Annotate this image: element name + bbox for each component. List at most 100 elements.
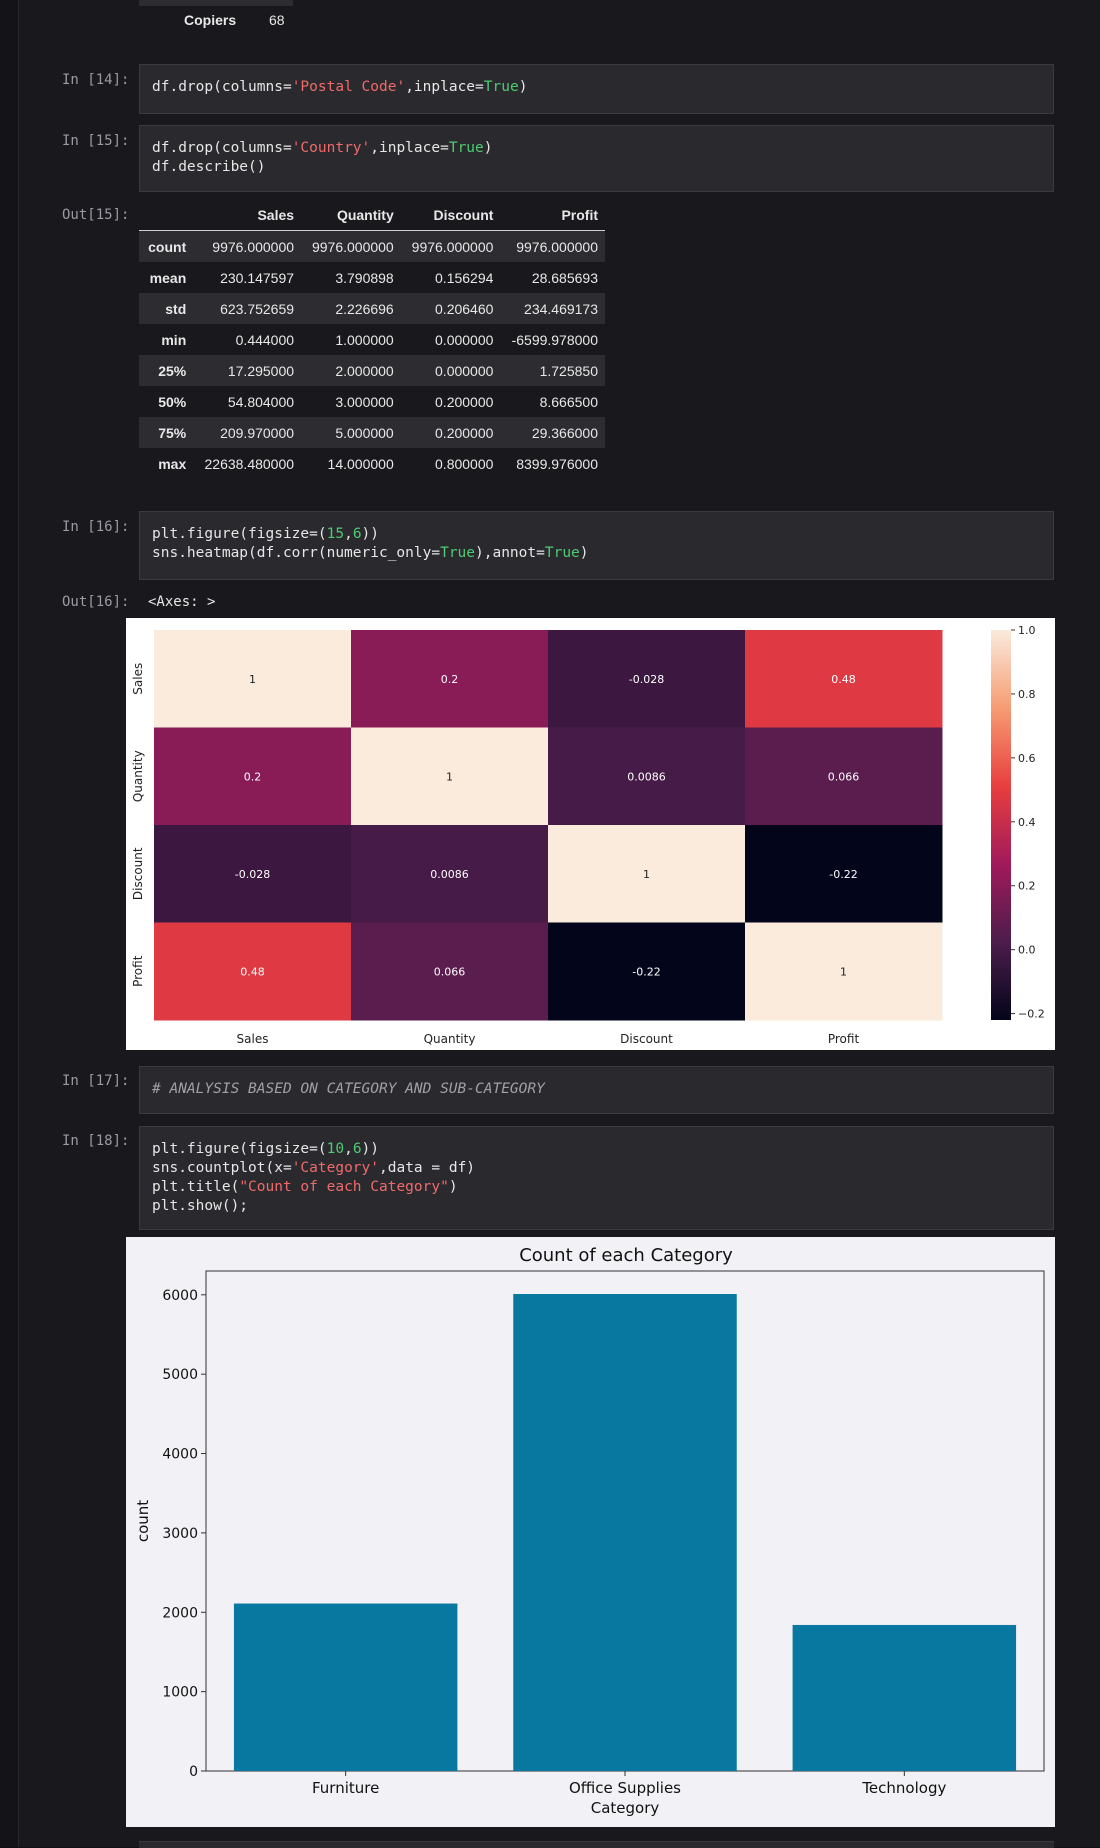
heatmap-cell: [154, 630, 352, 728]
table-cell: 0.200000: [435, 424, 494, 441]
table-cell: 9976.000000: [212, 238, 295, 255]
markdown-cell-17[interactable]: # ANALYSIS BASED ON CATEGORY AND SUB-CAT…: [139, 1066, 1054, 1114]
heatmap-annotation: -0.22: [632, 965, 660, 978]
heatmap-annotation: 0.066: [434, 965, 466, 978]
heatmap-annotation: 0.2: [441, 673, 459, 686]
output-text: <Axes: >: [148, 594, 216, 610]
heatmap-cell: [548, 727, 746, 826]
table-cell: 0.206460: [435, 300, 494, 317]
heatmap-annotation: 0.2: [244, 770, 262, 783]
x-tick-label: Discount: [620, 1032, 673, 1046]
y-tick-label: Profit: [131, 955, 145, 987]
table-cell: 1.000000: [335, 331, 394, 348]
chart-title: Count of each Category: [519, 1245, 733, 1266]
row-index-label: 75%: [158, 424, 187, 441]
heatmap-cell: [351, 630, 549, 728]
x-axis-label: Category: [591, 1799, 660, 1817]
bar: [513, 1294, 737, 1771]
code-editor[interactable]: df.drop(columns='Country',inplace=True) …: [152, 140, 493, 175]
table-cell: 623.752659: [220, 300, 295, 317]
code-cell-14[interactable]: df.drop(columns='Postal Code',inplace=Tr…: [139, 64, 1054, 114]
row-index-label: max: [158, 455, 187, 472]
table-cell: 17.295000: [227, 362, 295, 379]
column-header: Sales: [193, 199, 302, 231]
input-prompt: In [14]:: [62, 72, 130, 88]
heatmap-cell: [745, 630, 943, 728]
table-cell: 2.226696: [335, 300, 394, 317]
y-tick-label: 3000: [162, 1526, 198, 1542]
bar: [792, 1624, 1017, 1771]
table-row: max 22638.480000 14.000000 0.800000 8399.976…: [139, 448, 605, 479]
heatmap-cell: [351, 825, 549, 923]
next-cell-edge: [139, 1841, 1054, 1848]
row-index-label: 25%: [158, 362, 187, 379]
heatmap-cell: [351, 727, 549, 826]
code-cell-15[interactable]: df.drop(columns='Country',inplace=True) …: [139, 125, 1054, 192]
column-header: Quantity: [301, 199, 401, 231]
correlation-heatmap: 1 0.2 -0.028 0.48 0.2 1 0.0086 0.066 -0.028 0.008…: [131, 624, 1045, 1046]
heatmap-annotation: -0.028: [235, 868, 270, 881]
input-prompt: In [15]:: [62, 133, 130, 149]
heatmap-cell: [548, 922, 746, 1021]
table-cell: 0.800000: [435, 455, 494, 472]
input-prompt: In [16]:: [62, 519, 130, 535]
code-editor[interactable]: plt.figure(figsize=(10,6)) sns.countplot…: [152, 1141, 476, 1214]
table-cell: 8.666500: [539, 393, 598, 410]
heatmap-figure: 1 0.2 -0.028 0.48 0.2 1 0.0086 0.066 -0.028 0.008…: [126, 618, 1055, 1050]
heatmap-cell: [548, 825, 746, 923]
heatmap-annotation: 0.48: [240, 965, 265, 978]
y-tick-label: 5000: [162, 1367, 198, 1383]
previous-output-remnant: [139, 0, 293, 6]
y-axis-label: count: [134, 1500, 152, 1542]
y-tick-label: Discount: [131, 847, 145, 900]
heatmap-cell: [548, 630, 746, 728]
table-cell: 29.366000: [531, 424, 598, 441]
heatmap-cell: [745, 727, 943, 826]
heatmap-cell: [351, 922, 549, 1021]
x-tick-label: Office Supplies: [569, 1779, 681, 1797]
left-rail: [0, 0, 19, 1847]
code-editor[interactable]: df.drop(columns='Postal Code',inplace=Tr…: [152, 79, 528, 95]
table-row: count 9976.000000 9976.000000 9976.000000 99…: [139, 230, 605, 262]
heatmap-annotation: 0.0086: [627, 770, 666, 783]
heatmap-cell: [154, 727, 352, 826]
row-label: Copiers: [184, 12, 237, 28]
table-cell: 2.000000: [335, 362, 394, 379]
column-header: Discount: [400, 199, 501, 231]
row-index-label: std: [165, 300, 187, 317]
y-tick-label: 2000: [162, 1605, 198, 1621]
previous-output-row: Copiers 68: [139, 10, 293, 34]
colorbar-tick-label: 0.4: [1018, 816, 1036, 829]
code-comment[interactable]: # ANALYSIS BASED ON CATEGORY AND SUB-CAT…: [152, 1081, 545, 1097]
table-cell: 9976.000000: [411, 238, 494, 255]
x-tick-label: Furniture: [312, 1779, 379, 1797]
row-index-label: min: [161, 331, 187, 348]
colorbar-tick-label: 0.8: [1018, 688, 1036, 701]
describe-table: Sales Quantity Discount Profit count 9976…: [139, 199, 605, 479]
heatmap-annotation: 1: [643, 868, 650, 881]
row-value: 68: [269, 12, 285, 28]
row-index-label: count: [148, 238, 187, 255]
row-index-label: 50%: [158, 393, 187, 410]
table-cell: 8399.976000: [516, 455, 598, 472]
table-cell: 0.444000: [235, 331, 295, 348]
table-cell: 0.000000: [435, 331, 494, 348]
code-cell-16[interactable]: plt.figure(figsize=(15,6)) sns.heatmap(d…: [139, 511, 1054, 580]
index-header: [139, 199, 194, 231]
y-tick-label: Sales: [131, 663, 145, 695]
heatmap-cell: [745, 922, 943, 1021]
y-tick-label: 4000: [162, 1447, 198, 1463]
table-cell: 14.000000: [327, 455, 394, 472]
table-cell: 0.200000: [435, 393, 494, 410]
x-tick-label: Quantity: [424, 1032, 476, 1046]
code-editor[interactable]: plt.figure(figsize=(15,6)) sns.heatmap(d…: [152, 526, 589, 561]
y-tick-label: 0: [189, 1764, 198, 1780]
code-cell-18[interactable]: plt.figure(figsize=(10,6)) sns.countplot…: [139, 1126, 1054, 1230]
output-prompt: Out[16]:: [62, 594, 130, 610]
table-cell: 234.469173: [524, 300, 598, 317]
table-cell: 230.147597: [220, 269, 295, 286]
colorbar-tick-label: 0.0: [1018, 944, 1036, 957]
heatmap-annotation: 0.066: [828, 770, 860, 783]
bar: [233, 1603, 458, 1771]
countplot-figure: Count of each Category 0 1000 2000 3000 4000…: [126, 1237, 1055, 1827]
